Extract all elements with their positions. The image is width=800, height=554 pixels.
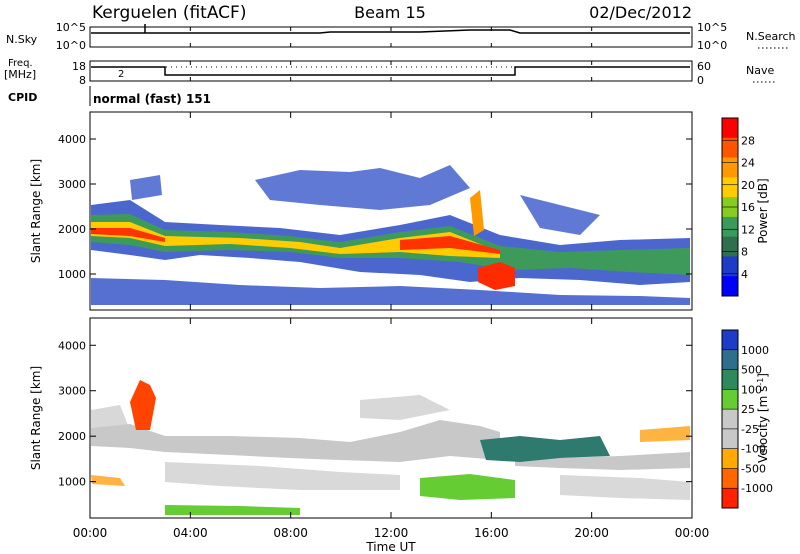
station-title: Kerguelen (fitACF) [92, 3, 246, 23]
colorbar-swatch [722, 448, 738, 469]
colorbar-swatch [722, 216, 738, 238]
power-ylabel: Slant Range [km] [29, 159, 43, 263]
velocity-echo-green-cluster [165, 474, 515, 515]
velocity-yticks: 1000 2000 3000 4000 [58, 339, 692, 489]
power-colorbar: 28 24 20 16 12 8 4 [721, 117, 755, 297]
nsearch-tick-bottom: 10^0 [697, 39, 727, 52]
velocity-colorbar-label: Velocity [m s-1] [756, 373, 771, 463]
freq-label-2: [MHz] [4, 68, 36, 81]
colorbar-swatch [722, 157, 738, 178]
colorbar-tick-label: -25 [741, 423, 759, 436]
beam-title: Beam 15 [354, 3, 426, 22]
velocity-echo-layer [91, 380, 690, 515]
y-tick-label: 2000 [58, 223, 86, 236]
power-echo-low-blue [91, 278, 690, 305]
colorbar-tick-label: 25 [741, 403, 755, 416]
nave-tick-top: 60 [697, 60, 711, 73]
y-tick-label: 3000 [58, 385, 86, 398]
colorbar-swatch [722, 118, 738, 139]
velocity-panel: Slant Range [km] 1000 2000 3000 4000 1000 50… [29, 317, 773, 519]
power-colorbar-label: Power [dB] [756, 178, 770, 243]
nave-tick-bottom: 0 [697, 74, 704, 87]
x-tick-label: 04:00 [173, 526, 208, 540]
colorbar-tick-label: -1000 [741, 482, 773, 495]
y-tick-label: 4000 [58, 339, 86, 352]
colorbar-tick-label: 8 [741, 246, 748, 259]
colorbar-tick-label: 16 [741, 201, 755, 214]
colorbar-tick-label: 4 [741, 268, 748, 281]
velocity-echo-blue-green [480, 436, 610, 462]
colorbar-tick-label: 20 [741, 179, 755, 192]
nsky-label: N.Sky [6, 33, 38, 46]
nave-label: Nave [746, 64, 774, 77]
colorbar-tick-label: -500 [741, 462, 766, 475]
colorbar-swatch [722, 177, 738, 198]
velocity-echo-grey-lower [165, 462, 690, 500]
colorbar-swatch [722, 330, 738, 351]
colorbar-tick-label: 500 [741, 364, 762, 377]
colorbar-tick-label: 24 [741, 157, 755, 170]
cpid-label: CPID [8, 91, 37, 104]
velocity-ylabel: Slant Range [km] [29, 366, 43, 470]
freq-marker: 2 [118, 69, 124, 80]
colorbar-swatch [722, 409, 738, 430]
colorbar-swatch [722, 236, 738, 257]
colorbar-tick-label: 100 [741, 383, 762, 396]
y-tick-label: 2000 [58, 430, 86, 443]
power-echo-red-band [91, 228, 500, 254]
x-tick-label: 16:00 [474, 526, 509, 540]
power-echo-red-patch [478, 262, 515, 290]
x-tick-label: 08:00 [273, 526, 308, 540]
velocity-echo-red-spike [130, 380, 156, 430]
velocity-echo-grey-upper [91, 395, 450, 428]
colorbar-swatch [722, 428, 738, 450]
colorbar-frame [721, 329, 739, 509]
y-tick-label: 3000 [58, 178, 86, 191]
x-tick-label: 12:00 [374, 526, 409, 540]
nsky-trace [91, 29, 690, 34]
power-yticks: 1000 2000 3000 4000 [58, 133, 692, 281]
colorbar-swatch [722, 369, 738, 390]
power-echo-yellow-band [91, 222, 500, 258]
x-axis: 00:00 04:00 08:00 12:00 16:00 20:00 00:00 [73, 27, 710, 540]
colorbar-swatch [722, 276, 738, 297]
nsky-tick-top: 10^5 [56, 21, 86, 34]
x-tick-label: 00:00 [675, 526, 710, 540]
freq-trace [91, 66, 690, 76]
date-title: 02/Dec/2012 [589, 3, 692, 22]
colorbar-swatch [722, 349, 738, 371]
colorbar-swatch [722, 488, 738, 509]
colorbar-swatch [722, 256, 738, 277]
x-tick-label: 00:00 [73, 526, 108, 540]
nsearch-label: N.Search [746, 30, 796, 43]
nsearch-tick-top: 10^5 [697, 21, 727, 34]
velocity-colorbar: 1000 500 100 25 -25 -100 -500 -1000 [721, 329, 773, 509]
colorbar-swatch [722, 137, 738, 159]
cpid-text: normal (fast) 151 [93, 92, 211, 106]
freq-label-1: Freq. [8, 58, 33, 69]
colorbar-tick-label: 1000 [741, 344, 769, 357]
x-tick-label: 20:00 [574, 526, 609, 540]
colorbar-tick-label: 28 [741, 134, 755, 147]
y-tick-label: 1000 [58, 268, 86, 281]
y-tick-label: 1000 [58, 476, 86, 489]
colorbar-tick-label: 12 [741, 223, 755, 236]
power-panel: Slant Range [km] 1000 2000 3000 4000 28 24 20… [29, 111, 770, 311]
y-tick-label: 4000 [58, 133, 86, 146]
colorbar-swatch [722, 468, 738, 489]
nsky-tick-bottom: 10^0 [56, 39, 86, 52]
power-echo-upper-scatter [130, 165, 600, 235]
colorbar-swatch [722, 389, 738, 410]
freq-tick-bottom: 8 [79, 74, 86, 87]
power-echo-orange-spike [470, 190, 484, 236]
freq-tick-top: 18 [72, 60, 86, 73]
colorbar-tick-label: -100 [741, 443, 766, 456]
power-echo-layer [91, 165, 690, 305]
x-axis-label: Time UT [365, 540, 416, 554]
